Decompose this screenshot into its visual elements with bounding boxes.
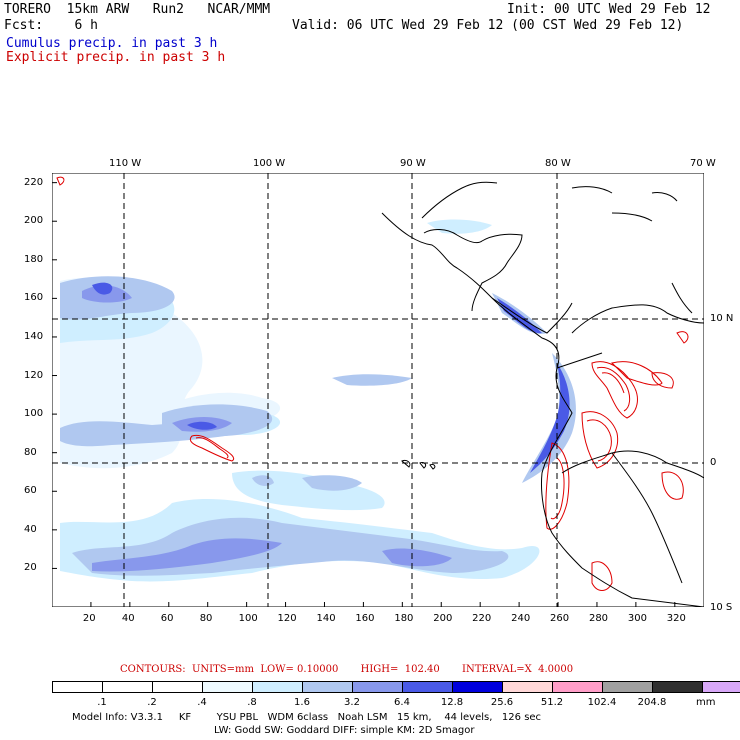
lat-lon-grid — [52, 173, 704, 607]
y-tick-label: 180 — [24, 253, 44, 265]
precip-map — [52, 173, 704, 607]
valid-time: Valid: 06 UTC Wed 29 Feb 12 (00 CST Wed … — [292, 18, 684, 33]
y-tick-label: 60 — [24, 485, 37, 497]
colorbar-cell — [152, 681, 203, 693]
x-tick-label: 280 — [588, 613, 609, 624]
colorbar-cell — [52, 681, 103, 693]
colorbar-label: 204.8 — [637, 697, 667, 708]
x-tick-label: 240 — [511, 613, 531, 624]
colorbar-cell — [252, 681, 303, 693]
colorbar-label: 6.4 — [394, 697, 410, 708]
y-tick-label: 20 — [24, 562, 37, 574]
y-tick-label: 140 — [24, 330, 44, 342]
colorbar-cell — [702, 681, 740, 693]
model-title: TORERO 15km ARW Run2 NCAR/MMM — [4, 2, 271, 17]
colorbar-label: .1 — [97, 697, 107, 708]
contours-info: CONTOURS: UNITS=mm LOW= 0.10000 HIGH= 10… — [120, 664, 574, 675]
colorbar-cell — [552, 681, 603, 693]
x-tick-label: 140 — [316, 613, 336, 624]
y-tick-label: 80 — [24, 446, 37, 458]
lat-label-equator: 0 — [710, 457, 717, 468]
init-time: Init: 00 UTC Wed 29 Feb 12 — [507, 2, 711, 17]
explicit-precip-contours — [56, 176, 689, 591]
y-tick-label: 100 — [24, 408, 44, 420]
colorbar-cell — [402, 681, 453, 693]
y-tick-label: 200 — [24, 215, 44, 227]
colorbar-cell — [302, 681, 353, 693]
colorbar-label: 1.6 — [294, 697, 310, 708]
x-tick-label: 100 — [238, 613, 258, 624]
cumulus-legend-label: Cumulus precip. in past 3 h — [6, 36, 218, 51]
y-tick-label: 220 — [24, 176, 44, 188]
colorbar-label: .4 — [197, 697, 207, 708]
colorbar-label: .8 — [247, 697, 257, 708]
colorbar-label: 51.2 — [540, 697, 564, 708]
x-tick-label: 80 — [199, 613, 213, 624]
y-tick-label: 160 — [24, 292, 44, 304]
x-tick-label: 20 — [82, 613, 96, 624]
x-tick-label: 120 — [277, 613, 297, 624]
colorbar-label: 12.8 — [440, 697, 464, 708]
x-tick-label: 220 — [472, 613, 492, 624]
colorbar-label: 25.6 — [490, 697, 514, 708]
lat-label-10s: 10 S — [710, 602, 733, 613]
x-tick-label: 200 — [433, 613, 453, 624]
physics-info: LW: Godd SW: Goddard DIFF: simple KM: 2D… — [214, 725, 475, 736]
colorbar-cell — [102, 681, 153, 693]
colorbar-cell — [652, 681, 703, 693]
cumulus-precip-areas — [60, 219, 576, 582]
y-tick-label: 120 — [24, 369, 44, 381]
forecast-hour: Fcst: 6 h — [4, 18, 98, 33]
lat-label-10n: 10 N — [710, 313, 734, 324]
colorbar-cell — [202, 681, 253, 693]
x-tick-label: 160 — [355, 613, 375, 624]
explicit-legend-label: Explicit precip. in past 3 h — [6, 50, 226, 65]
x-tick-label: 60 — [160, 613, 174, 624]
model-info: Model Info: V3.3.1 KF YSU PBL WDM 6class… — [72, 712, 542, 723]
y-tick-label: 40 — [24, 523, 37, 535]
colorbar-label: 102.4 — [587, 697, 617, 708]
x-tick-label: 180 — [394, 613, 414, 624]
x-tick-label: 40 — [121, 613, 135, 624]
lon-label-70w: 70 W — [690, 158, 716, 169]
x-tick-label: 300 — [627, 613, 647, 624]
colorbar-label: .2 — [147, 697, 157, 708]
colorbar-cell — [352, 681, 403, 693]
colorbar-cell — [502, 681, 553, 693]
axis-ticks — [52, 182, 676, 607]
colorbar-cell — [452, 681, 503, 693]
lon-label-110w: 110 W — [109, 158, 142, 169]
colorbar-label: 3.2 — [344, 697, 360, 708]
x-tick-label: 260 — [550, 613, 570, 624]
colorbar-cell — [602, 681, 653, 693]
colorbar-unit: mm — [696, 697, 716, 708]
lon-label-100w: 100 W — [253, 158, 286, 169]
lon-label-80w: 80 W — [545, 158, 571, 169]
x-tick-label: 320 — [666, 613, 686, 624]
lon-label-90w: 90 W — [400, 158, 426, 169]
